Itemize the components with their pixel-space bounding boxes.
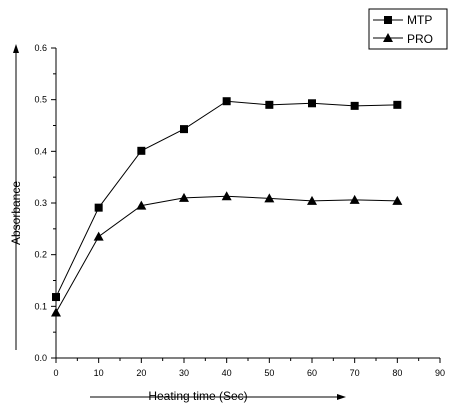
legend-mtp-marker [384, 16, 392, 24]
y-tick-label: 0.3 [34, 198, 47, 208]
x-direction-arrowhead [337, 394, 346, 400]
series-pro-point [307, 195, 317, 205]
x-tick-label: 90 [435, 368, 445, 378]
tick-marks: 0 10 20 30 40 50 60 70 80 90 0.0 0.1 0.2 0.3 0.4 0.5 0.6 [34, 43, 445, 378]
series-pro-point [179, 192, 189, 202]
x-tick-label: 60 [307, 368, 317, 378]
x-tick-label: 50 [264, 368, 274, 378]
series-mtp-point [94, 203, 103, 212]
series-pro-point [93, 231, 104, 241]
y-tick-label: 0.5 [34, 95, 47, 105]
x-tick-label: 40 [222, 368, 232, 378]
series-pro-point [136, 200, 147, 210]
series-mtp-point [137, 146, 146, 155]
series-pro-point [392, 195, 403, 205]
series-pro-point [349, 194, 360, 204]
legend: MTP PRO [368, 8, 448, 50]
x-tick-label: 10 [94, 368, 104, 378]
y-tick-label: 0.6 [34, 43, 47, 53]
legend-pro-label: PRO [407, 32, 433, 46]
x-tick-label: 30 [179, 368, 189, 378]
legend-pro-marker [383, 33, 393, 42]
legend-box [368, 8, 448, 50]
series-pro-line [55, 195, 398, 313]
series-mtp-point [265, 100, 274, 109]
y-tick-label: 0.2 [34, 250, 47, 260]
series-group [51, 97, 403, 317]
series-mtp-point [393, 100, 402, 109]
series-pro-point [221, 191, 232, 201]
series-pro-point [264, 193, 275, 203]
series-mtp-point [222, 97, 231, 106]
series-mtp [52, 97, 402, 302]
series-mtp-point [308, 99, 316, 108]
x-axis-title: Heating time (Sec) [148, 389, 247, 403]
x-tick-label: 80 [392, 368, 402, 378]
y-axis-title: Absorbance [9, 181, 23, 245]
legend-mtp-label: MTP [407, 13, 432, 27]
y-direction-arrowhead [13, 44, 19, 53]
series-mtp-point [180, 125, 188, 134]
series-mtp-point [350, 101, 359, 110]
x-tick-label: 20 [136, 368, 146, 378]
series-mtp-point [52, 293, 60, 302]
y-tick-label: 0.4 [34, 146, 47, 156]
series-pro-point [51, 307, 61, 317]
y-tick-label: 0.0 [34, 353, 47, 363]
y-tick-label: 0.1 [34, 301, 47, 311]
series-pro [51, 191, 403, 317]
x-tick-label: 70 [350, 368, 360, 378]
x-tick-label: 0 [53, 368, 58, 378]
